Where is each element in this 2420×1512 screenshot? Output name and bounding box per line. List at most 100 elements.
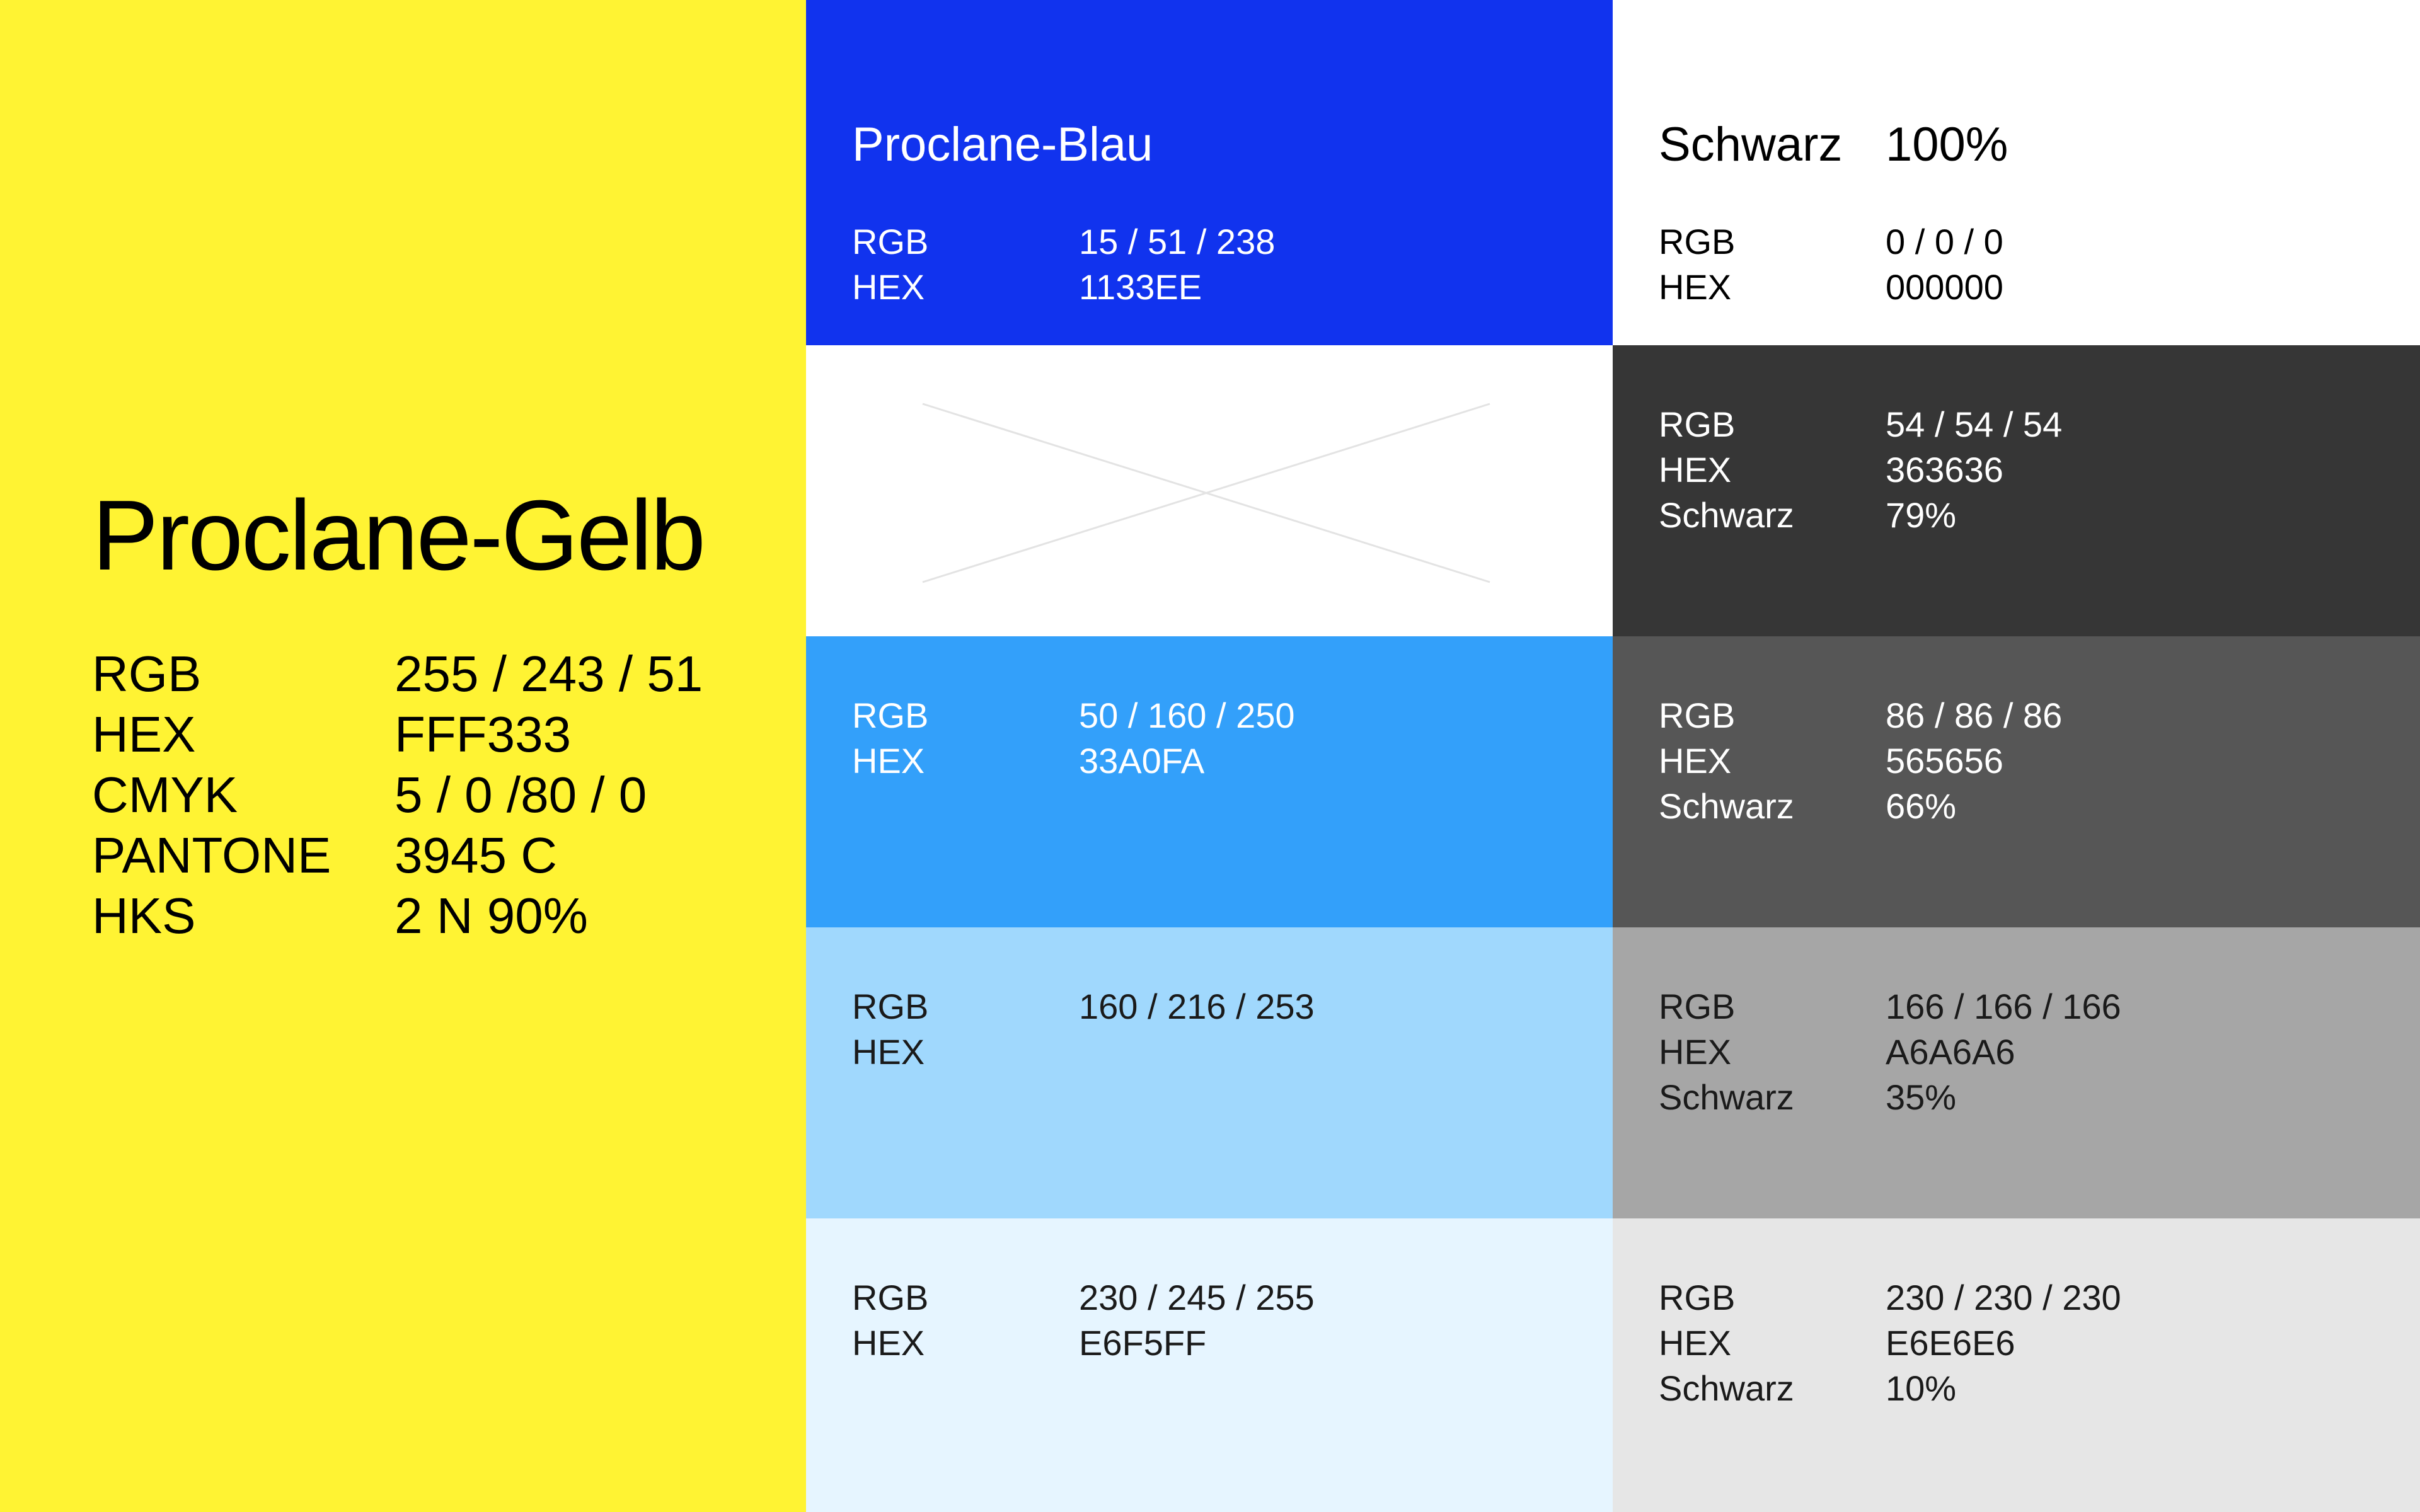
spec-value: 54 / 54 / 54 [1886,404,2063,444]
swatch-blau-tint-1: RGB 50 / 160 / 250 HEX 33A0FA [806,636,1613,927]
swatch-spec-list: RGB 15 / 51 / 238 HEX 1133EE [852,219,1275,310]
spec-label: HEX [1659,1032,1732,1072]
spec-row: RGB 15 / 51 / 238 [852,219,1275,265]
spec-value: 160 / 216 / 253 [1079,987,1315,1026]
spec-value: 1133EE [1079,267,1202,307]
swatch-spec-list: RGB 230 / 245 / 255 HEX E6F5FF [852,1275,1315,1366]
swatch-spec-list: RGB 0 / 0 / 0 HEX 000000 [1659,219,2003,310]
swatch-blau-tint-2: RGB 160 / 216 / 253 HEX [806,927,1613,1218]
spec-row: Schwarz 79% [1659,493,2062,538]
spec-row: RGB 166 / 166 / 166 [1659,984,2121,1029]
spec-row: HEX 363636 [1659,447,2062,493]
spec-label: HEX [852,1032,925,1072]
spec-value: E6E6E6 [1886,1323,2015,1363]
spec-row: HEX E6E6E6 [1659,1320,2121,1366]
swatch-schwarz-79: RGB 54 / 54 / 54 HEX 363636 Schwarz 79% [1613,345,2420,636]
swatch-blau-tint-3: RGB 230 / 245 / 255 HEX E6F5FF [806,1218,1613,1512]
swatch-schwarz-66: RGB 86 / 86 / 86 HEX 565656 Schwarz 66% [1613,636,2420,927]
spec-row: RGB 86 / 86 / 86 [1659,693,2062,738]
spec-row: HEX 565656 [1659,738,2062,784]
spec-label: RGB [852,1278,929,1317]
spec-row: RGB 230 / 245 / 255 [852,1275,1315,1320]
swatch-spec-list: RGB 50 / 160 / 250 HEX 33A0FA [852,693,1295,784]
spec-label: RGB [1659,696,1736,735]
spec-row: Schwarz 66% [1659,784,2062,829]
spec-row: HKS 2 N 90% [92,886,703,946]
spec-label: RGB [1659,222,1736,261]
spec-row: RGB 54 / 54 / 54 [1659,402,2062,447]
spec-label: HKS [92,888,196,944]
spec-label: RGB [852,222,929,261]
spec-label: HEX [1659,450,1732,490]
image-placeholder [806,345,1613,636]
swatch-title-value: 100% [1886,118,2008,171]
spec-row: RGB 50 / 160 / 250 [852,693,1295,738]
spec-value: 230 / 230 / 230 [1886,1278,2121,1317]
swatch-title: Proclane-Gelb [92,480,706,591]
spec-row: Schwarz 35% [1659,1075,2121,1120]
spec-label: HEX [92,706,196,762]
spec-value: 79% [1886,495,1957,535]
spec-value: 565656 [1886,741,2003,781]
spec-label: RGB [1659,987,1736,1026]
spec-value: FFF333 [395,706,572,762]
spec-row: PANTONE 3945 C [92,825,703,886]
spec-row: CMYK 5 / 0 /80 / 0 [92,765,703,825]
swatch-spec-list: RGB 160 / 216 / 253 HEX [852,984,1315,1075]
swatch-spec-list: RGB 54 / 54 / 54 HEX 363636 Schwarz 79% [1659,402,2062,538]
spec-row: HEX 000000 [1659,265,2003,310]
swatch-schwarz-35: RGB 166 / 166 / 166 HEX A6A6A6 Schwarz 35% [1613,927,2420,1218]
swatch-title-label: Schwarz [1659,118,1843,171]
spec-row: RGB 255 / 243 / 51 [92,644,703,704]
spec-label: HEX [852,267,925,307]
swatch-spec-list: RGB 230 / 230 / 230 HEX E6E6E6 Schwarz 10% [1659,1275,2121,1411]
spec-label: Schwarz [1659,495,1794,535]
spec-label: HEX [1659,1323,1732,1363]
swatch-proclane-blau: Proclane-Blau RGB 15 / 51 / 238 HEX 1133EE [806,0,1613,345]
spec-row: RGB 230 / 230 / 230 [1659,1275,2121,1320]
swatch-title: Proclane-Blau [852,118,1153,171]
swatch-schwarz-100: Schwarz 100% RGB 0 / 0 / 0 HEX 000000 [1613,0,2420,345]
spec-value: 363636 [1886,450,2003,490]
spec-label: RGB [92,646,202,702]
swatch-spec-list: RGB 255 / 243 / 51 HEX FFF333 CMYK 5 / 0 /8… [92,644,703,946]
swatch-schwarz-10: RGB 230 / 230 / 230 HEX E6E6E6 Schwarz 10% [1613,1218,2420,1512]
spec-value: 5 / 0 /80 / 0 [395,767,647,823]
spec-value: 50 / 160 / 250 [1079,696,1295,735]
spec-label: RGB [852,696,929,735]
spec-label: RGB [1659,404,1736,444]
spec-value: 66% [1886,786,1957,826]
spec-row: HEX FFF333 [92,704,703,765]
spec-label: PANTONE [92,827,331,883]
spec-value: 15 / 51 / 238 [1079,222,1276,261]
spec-label: HEX [852,1323,925,1363]
spec-value: 35% [1886,1077,1957,1117]
spec-label: RGB [1659,1278,1736,1317]
spec-row: Schwarz 10% [1659,1366,2121,1411]
spec-value: 3945 C [395,827,557,883]
spec-label: HEX [1659,741,1732,781]
spec-value: E6F5FF [1079,1323,1207,1363]
spec-label: CMYK [92,767,238,823]
spec-label: HEX [852,741,925,781]
spec-value: 10% [1886,1368,1957,1408]
spec-row: HEX 1133EE [852,265,1275,310]
swatch-title: Schwarz 100% [1659,117,2008,173]
spec-value: 33A0FA [1079,741,1205,781]
spec-value: 255 / 243 / 51 [395,646,703,702]
spec-value: A6A6A6 [1886,1032,2015,1072]
swatch-spec-list: RGB 86 / 86 / 86 HEX 565656 Schwarz 66% [1659,693,2062,829]
spec-row: HEX A6A6A6 [1659,1029,2121,1075]
spec-label: HEX [1659,267,1732,307]
spec-label: Schwarz [1659,1077,1794,1117]
spec-row: RGB 0 / 0 / 0 [1659,219,2003,265]
spec-value: 000000 [1886,267,2003,307]
spec-value: 0 / 0 / 0 [1886,222,2003,261]
spec-value: 166 / 166 / 166 [1886,987,2121,1026]
spec-value: 86 / 86 / 86 [1886,696,2063,735]
spec-label: Schwarz [1659,1368,1794,1408]
image-placeholder-icon [922,403,1490,583]
spec-value: 2 N 90% [395,888,588,944]
spec-label: Schwarz [1659,786,1794,826]
